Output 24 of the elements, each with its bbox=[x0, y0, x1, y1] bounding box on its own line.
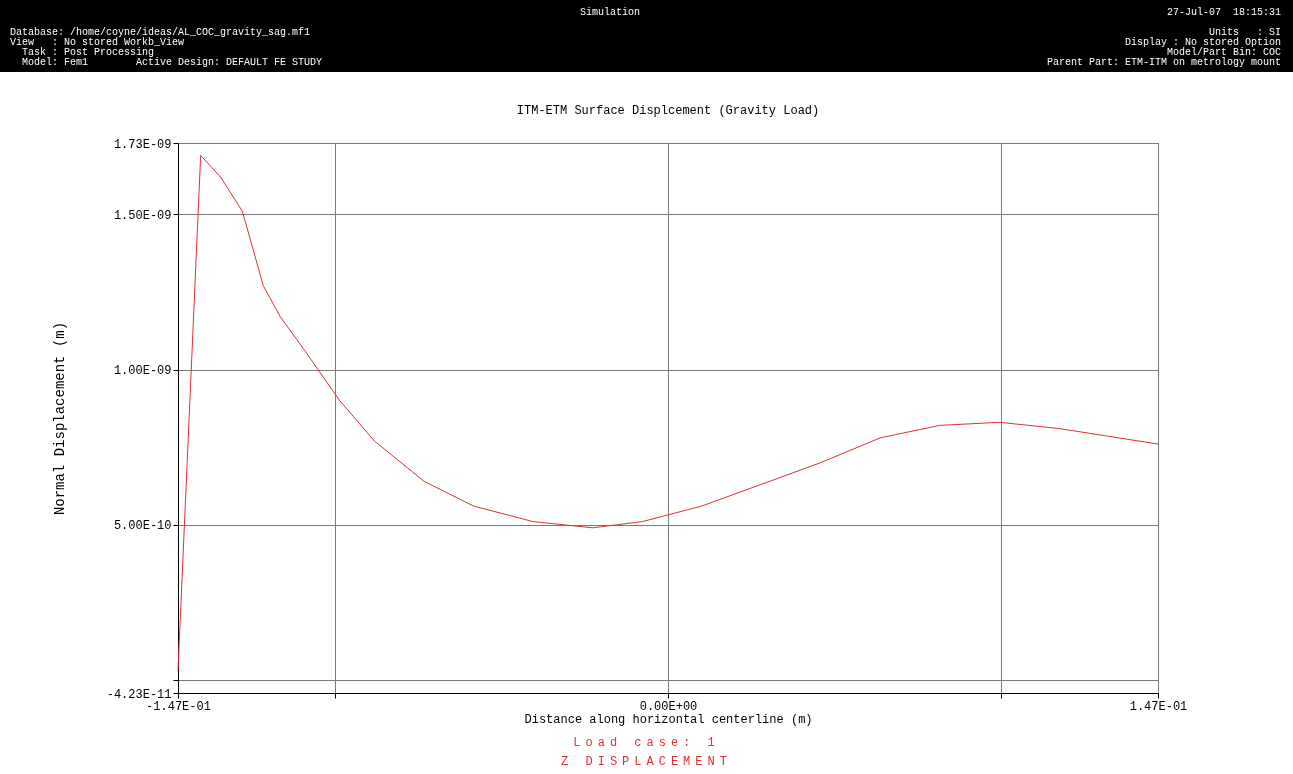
y-tick-label: 1.50E-09 bbox=[113, 208, 172, 223]
text: Load case: 1 bbox=[572, 736, 721, 750]
line-series bbox=[177, 154, 1159, 672]
x-tick-label: -1.47E-01 bbox=[146, 699, 211, 714]
y-tick-label: 1.73E-09 bbox=[113, 137, 172, 152]
chart-title: ITM-ETM Surface Displcement (Gravity Load) bbox=[516, 104, 820, 118]
y-tick-label: 5.00E-10 bbox=[113, 519, 172, 534]
text: 27-Jul-07 18:15:31 bbox=[1166, 7, 1281, 18]
text: Model/Part Bin: COC bbox=[1166, 47, 1281, 58]
y-tick-label: 1.00E-09 bbox=[113, 364, 172, 379]
text: Units : SI bbox=[1209, 27, 1281, 38]
text: Parent Part: ETM-ITM on metrology mount bbox=[1046, 57, 1281, 68]
x-tick-label: 1.47E-01 bbox=[1129, 699, 1188, 714]
text: Z DISPLACEMENT bbox=[560, 755, 733, 769]
text: Simulation bbox=[580, 7, 641, 18]
text: Display : No stored Option bbox=[1124, 37, 1281, 48]
x-tick-label: 0.00E+00 bbox=[639, 699, 698, 714]
text: Model: Fem1 Active Design: DEFAULT FE STUDY bbox=[22, 57, 323, 68]
y-axis-title: Normal Displacement (m) bbox=[51, 321, 68, 516]
text: Database: /home/coyne/ideas/AL_COC_gravity_sag.mf1 bbox=[10, 27, 311, 38]
text: Task : Post Processing bbox=[22, 47, 155, 58]
y-tick-label: -4.23E-11 bbox=[106, 687, 172, 702]
text: View : No stored Workb_View bbox=[10, 37, 185, 48]
x-axis-title: Distance along horizontal centerline (m) bbox=[524, 712, 813, 727]
